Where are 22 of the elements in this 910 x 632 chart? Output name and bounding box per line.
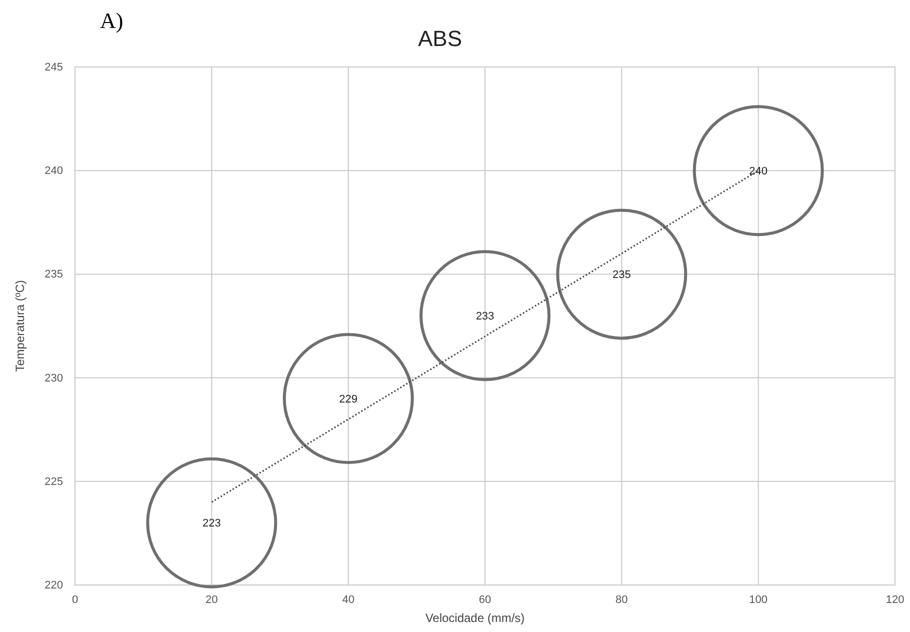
y-tick-label: 220 [44,580,63,592]
y-axis-title: Temperatura (ºC) [13,280,27,372]
x-axis-title: Velocidade (mm/s) [425,611,525,625]
x-tick-label: 60 [478,594,492,606]
data-label: 223 [202,518,221,530]
x-tick-label: 80 [616,594,628,606]
y-tick-label: 225 [44,476,63,488]
chart-title: ABS [418,26,462,51]
data-label: 233 [476,310,494,322]
y-tick-label: 235 [44,268,63,281]
text: A) [100,8,124,33]
data-label: 235 [612,269,631,282]
y-tick-label: 240 [44,165,63,178]
y-tick-label: 245 [44,62,63,74]
data-label: 229 [339,393,358,406]
x-tick-label: 100 [749,594,768,606]
y-tick-label: 230 [44,372,63,384]
x-tick-label: 40 [342,594,354,606]
x-tick-label: 120 [886,594,904,606]
data-label: 240 [749,165,768,178]
x-tick-label: 20 [206,594,218,606]
x-tick-label: 0 [72,594,78,606]
